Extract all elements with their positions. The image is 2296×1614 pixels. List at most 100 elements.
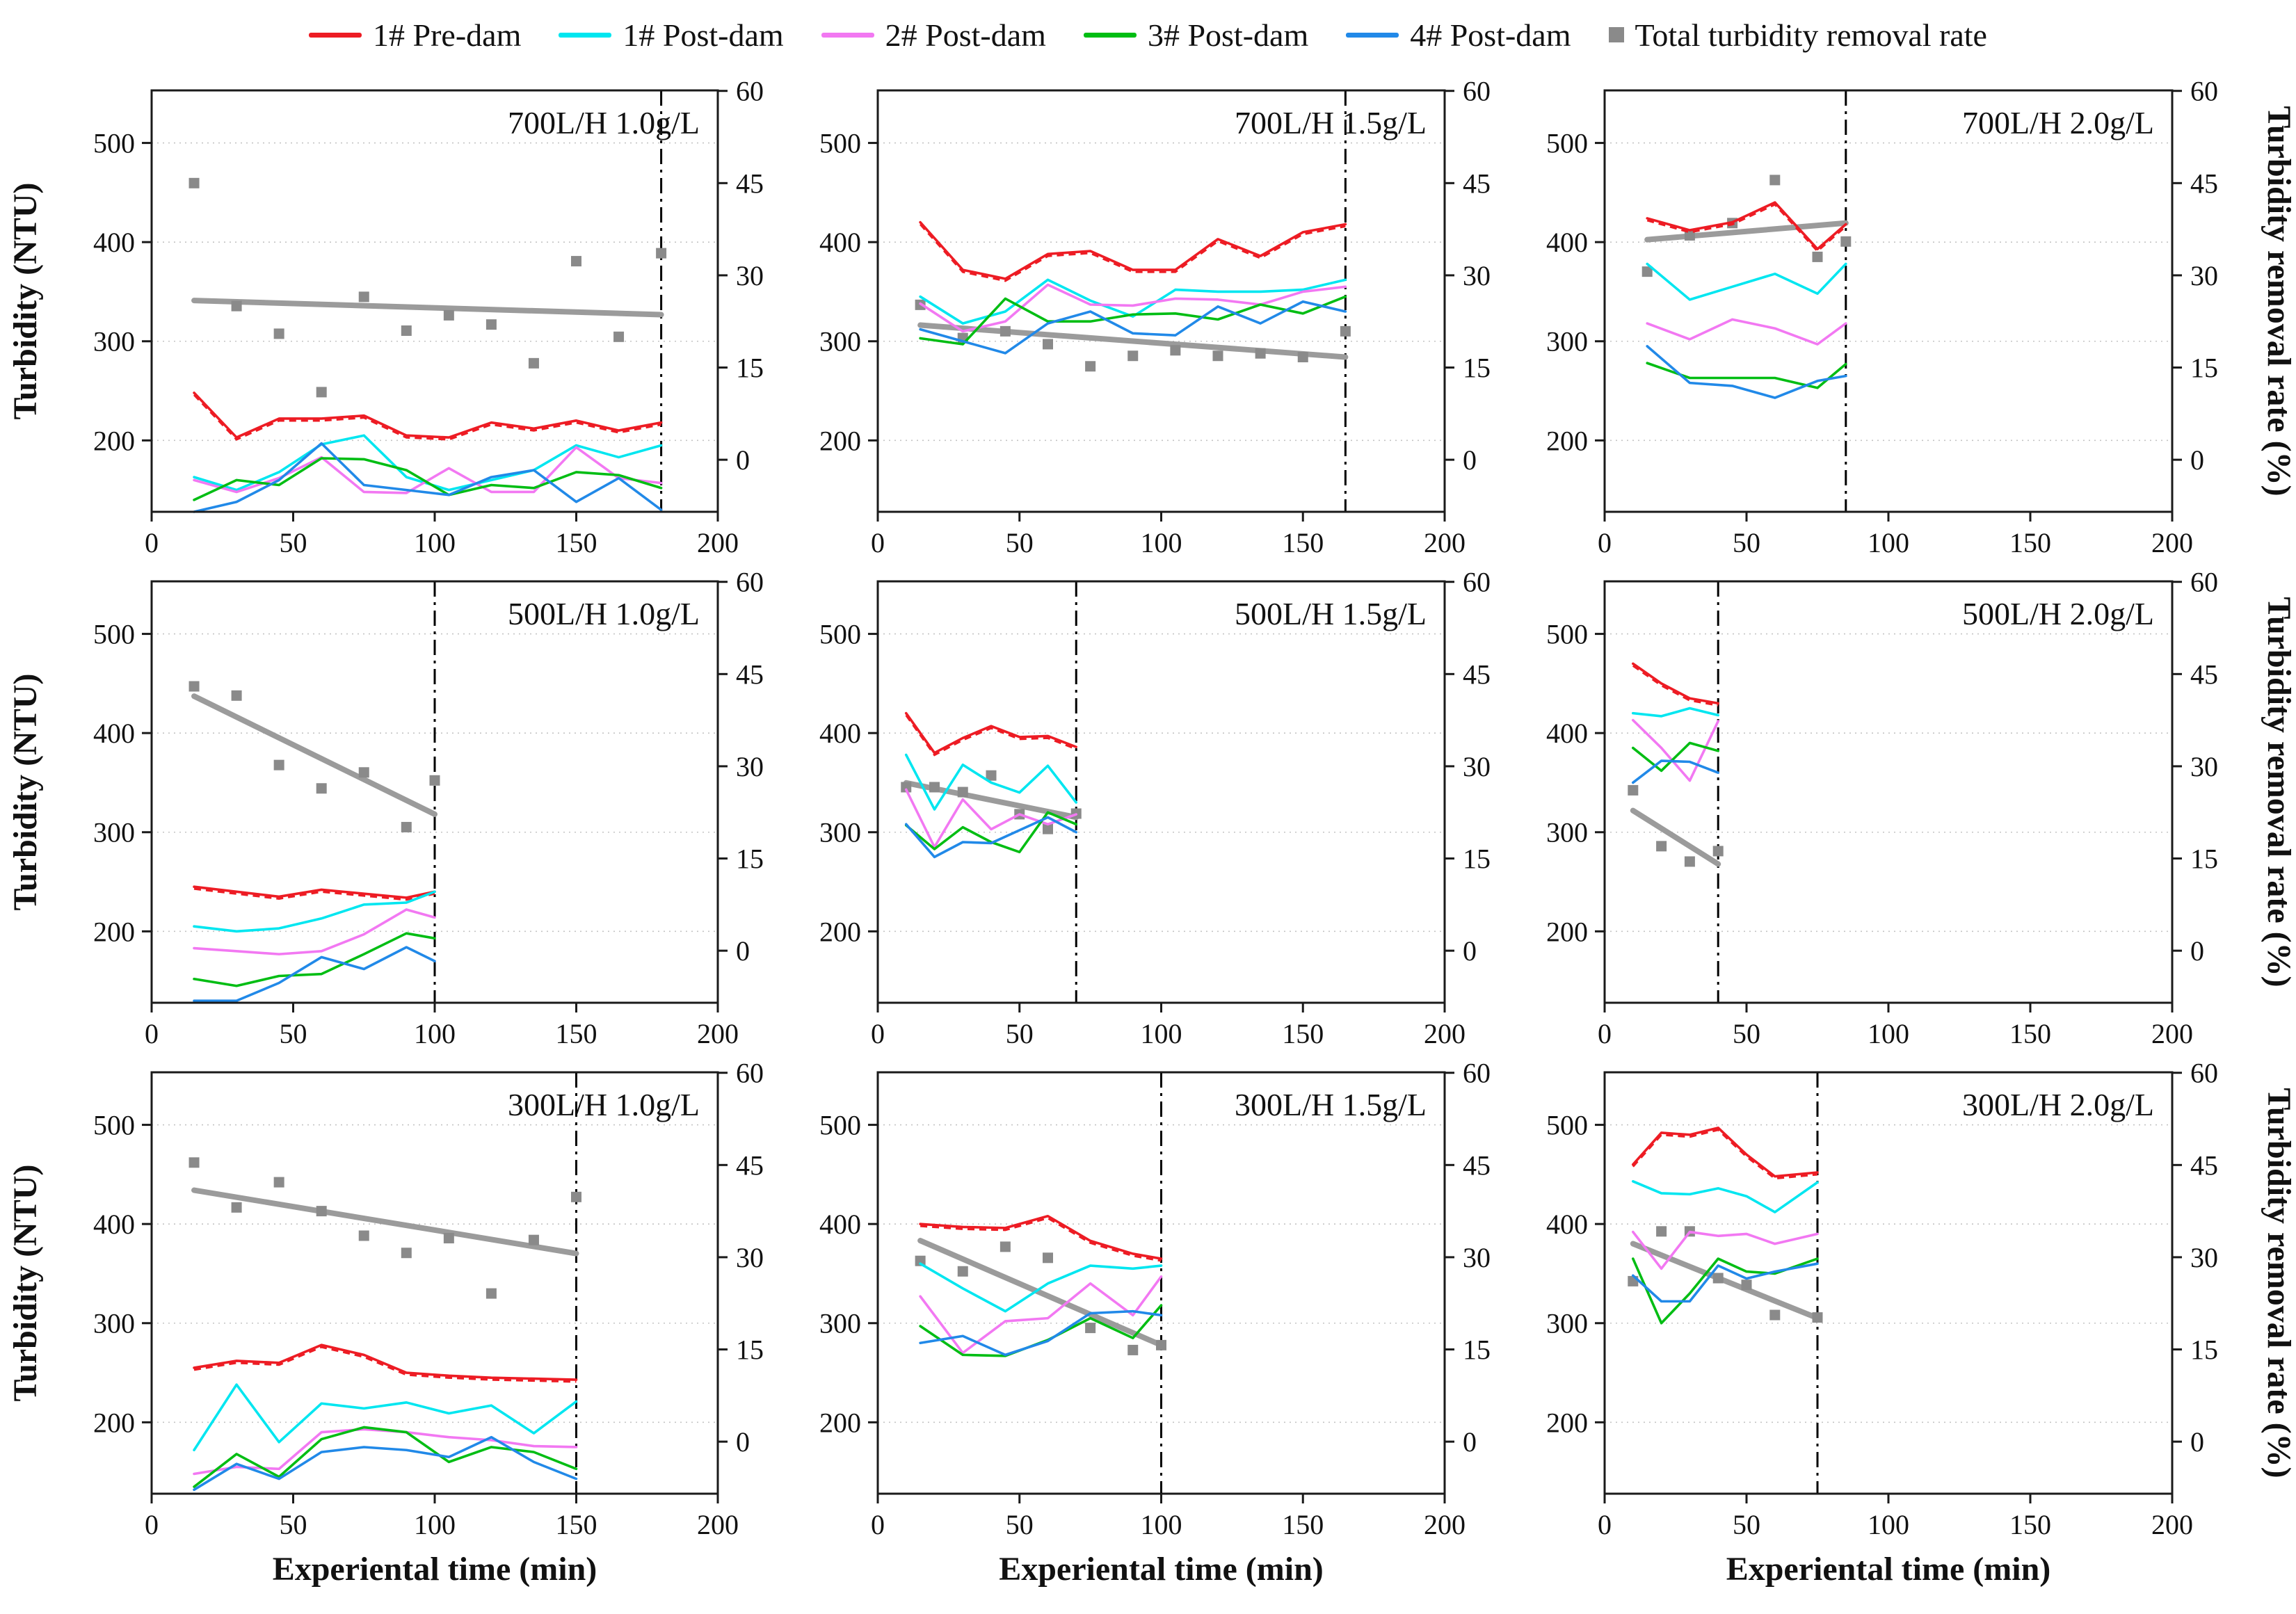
y-right-tick-label: 45 [736, 659, 764, 690]
chart-canvas: 0 50 100 150 200 200 300 400 500 0 15 30 45 60 300L/H … [7, 1058, 764, 1588]
series-line-4-Post-dam [193, 946, 436, 1002]
subplot-title: 700L/H 1.5g/L [1235, 105, 1427, 140]
subplot-title: 300L/H 2.0g/L [1962, 1087, 2154, 1122]
legend-line-marker-icon [559, 32, 612, 38]
removal-rate-point [1684, 229, 1695, 241]
y-left-tick-label: 200 [1546, 1407, 1588, 1438]
removal-rate-point [1170, 345, 1181, 356]
series-line-3-Post-dam [919, 295, 1347, 346]
removal-rate-point [1043, 339, 1053, 350]
x-tick-label: 200 [1424, 1018, 1466, 1049]
x-tick-label: 0 [145, 1018, 159, 1049]
removal-rate-point [1656, 841, 1667, 852]
y-left-tick-label: 200 [1546, 916, 1588, 947]
series-line-1-Post-dam [1632, 1180, 1819, 1213]
series-line-pre-dam-dashed [1632, 1129, 1818, 1180]
x-tick-label: 200 [697, 1509, 739, 1540]
y-right-tick-label: 60 [1463, 1058, 1491, 1089]
series-line-1-Pre-dam [193, 392, 663, 439]
y-right-tick-label: 15 [2190, 844, 2218, 875]
y-right-tick-label: 45 [2190, 1149, 2218, 1181]
y-left-tick-label: 400 [1546, 1209, 1588, 1240]
removal-rate-point [1127, 350, 1139, 362]
y-left-tick-label: 500 [819, 1110, 861, 1141]
y-right-tick-label: 15 [2190, 353, 2218, 384]
removal-rate-point [1712, 1273, 1724, 1284]
series-line-3-Post-dam [1632, 1257, 1819, 1325]
y-right-tick-label: 60 [2190, 1058, 2218, 1089]
series-line-3-Post-dam [193, 1426, 578, 1488]
removal-rate-point [358, 1230, 369, 1241]
chart-canvas: 0 50 100 150 200 200 300 400 500 0 15 30 45 60 700L/H … [1546, 76, 2296, 558]
removal-rate-point [1712, 846, 1724, 857]
y-left-tick-label: 200 [93, 916, 135, 947]
y-left-tick-label: 200 [93, 425, 135, 456]
x-tick-label: 100 [414, 1018, 456, 1049]
y-right-tick-label: 0 [736, 1426, 750, 1458]
y-left-tick-label: 300 [1546, 817, 1588, 848]
y-right-tick-label: 45 [2190, 168, 2218, 199]
legend-line-marker-icon [309, 32, 362, 38]
series-line-1-Pre-dam [904, 711, 1078, 754]
subplot-title: 700L/H 1.0g/L [508, 105, 700, 140]
legend-label: 1# Pre-dam [373, 17, 522, 53]
subplot-500L-H-2-0g-L: 0 50 100 150 200 200 300 400 500 0 15 30 45 60 500L/H … [1513, 560, 2296, 1051]
x-tick-label: 50 [1733, 527, 1760, 558]
y-right-tick-label: 45 [1463, 1149, 1491, 1181]
subplot-title: 500L/H 1.5g/L [1235, 596, 1427, 631]
removal-rate-point [231, 690, 242, 701]
removal-rate-point [316, 783, 327, 794]
removal-rate-trend-line [191, 298, 664, 318]
removal-rate-point [485, 1288, 497, 1299]
x-tick-label: 150 [2009, 1509, 2051, 1540]
legend-item-3: 3# Post-dam [1083, 17, 1308, 54]
plot-frame [1603, 580, 2174, 1004]
x-tick-label: 150 [1282, 1018, 1324, 1049]
y-left-tick-label: 300 [93, 326, 135, 357]
removal-rate-point [528, 357, 539, 369]
legend-label: 4# Post-dam [1410, 17, 1571, 53]
series-line-2-Post-dam [193, 908, 436, 955]
y-left-tick-label: 400 [1546, 227, 1588, 258]
y-left-tick-label: 300 [93, 1308, 135, 1339]
x-tick-label: 50 [1006, 527, 1034, 558]
removal-rate-trend-line [191, 693, 437, 817]
subplot-500L-H-1-5g-L: 0 50 100 150 200 200 300 400 500 0 15 30 45 60 500L/H … [786, 560, 1513, 1051]
y-right-tick-label: 15 [1463, 1334, 1491, 1366]
removal-rate-point [1741, 1280, 1752, 1291]
removal-rate-point [401, 821, 412, 832]
series-line-2-Post-dam [1646, 318, 1847, 346]
chart-canvas: 0 50 100 150 200 200 300 400 500 0 15 30 45 60 500L/H … [7, 567, 764, 1049]
x-tick-label: 200 [697, 1018, 739, 1049]
removal-rate-point [528, 1234, 539, 1245]
y-right-tick-label: 60 [2190, 567, 2218, 598]
y-left-tick-label: 300 [819, 326, 861, 357]
legend-item-4: 4# Post-dam [1346, 17, 1571, 54]
x-tick-label: 0 [145, 527, 159, 558]
x-axis-title: Experiental time (min) [1726, 1551, 2051, 1588]
y-right-tick-label: 30 [2190, 751, 2218, 782]
removal-rate-trend-line [1630, 1241, 1820, 1321]
x-tick-label: 0 [1598, 527, 1612, 558]
series-line-2-Post-dam [1632, 1230, 1819, 1270]
y-right-tick-label: 30 [736, 751, 764, 782]
series-line-4-Post-dam [193, 442, 663, 513]
removal-rate-point [929, 782, 940, 793]
series-line-1-Pre-dam [193, 1343, 578, 1381]
removal-rate-point [1628, 784, 1639, 796]
removal-rate-point [316, 1206, 327, 1217]
removal-rate-point [443, 1233, 454, 1244]
removal-rate-point [188, 681, 200, 692]
legend-item-0: 1# Pre-dam [309, 17, 521, 54]
x-tick-label: 200 [697, 527, 739, 558]
removal-rate-point [1000, 325, 1011, 337]
x-tick-label: 50 [280, 1018, 307, 1049]
x-tick-label: 0 [871, 1018, 885, 1049]
x-tick-label: 50 [1733, 1018, 1760, 1049]
series-line-2-Post-dam [904, 788, 1078, 848]
subplot-300L-H-2-0g-L: 0 50 100 150 200 200 300 400 500 0 15 30 45 60 300L/H … [1513, 1051, 2296, 1611]
series-line-1-Post-dam [193, 1383, 578, 1452]
series-line-1-Pre-dam [919, 220, 1347, 280]
series-line-pre-dam-dashed [1632, 665, 1719, 707]
